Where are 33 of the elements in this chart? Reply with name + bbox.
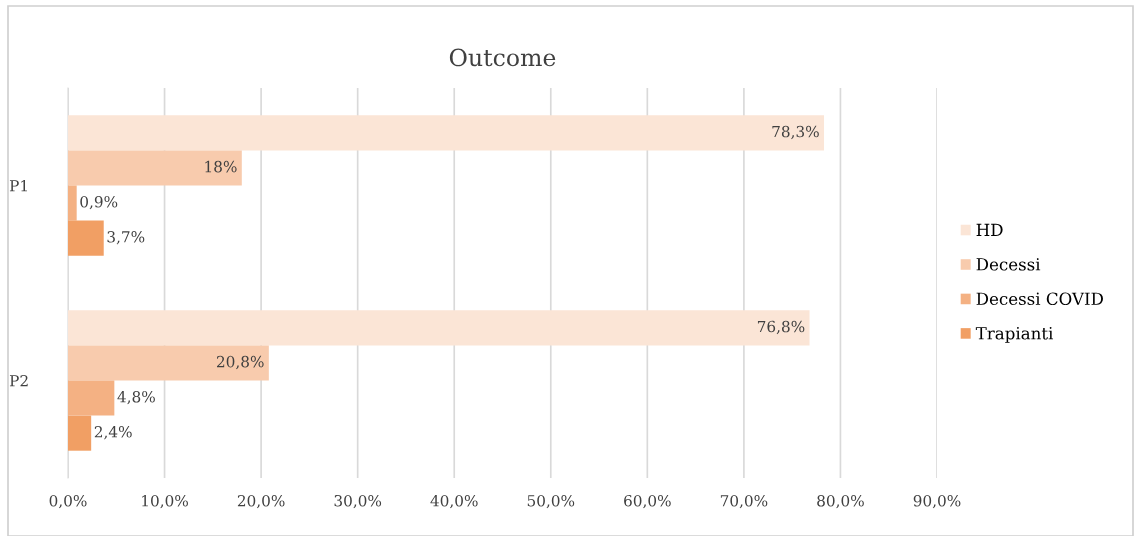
- data-label: 2,4%: [94, 426, 132, 440]
- data-label: 20,8%: [216, 355, 264, 370]
- bar: [68, 380, 115, 416]
- bar: [68, 310, 810, 346]
- data-label: 18%: [205, 160, 237, 173]
- data-label: 4,8%: [117, 390, 155, 405]
- bar: [68, 345, 269, 381]
- x-tick-label: 20,0%: [237, 494, 285, 509]
- x-tick-label: 60,0%: [624, 494, 671, 509]
- chart-title: Outcome: [449, 48, 556, 67]
- bar: [68, 150, 242, 186]
- x-tick-label: 50,0%: [527, 494, 575, 509]
- y-tick-label: P1: [9, 179, 27, 192]
- x-tick-label: 70,0%: [720, 494, 768, 509]
- x-tick-label: 80,0%: [817, 494, 864, 509]
- data-label: 3,7%: [107, 231, 145, 245]
- bar: [68, 220, 104, 256]
- x-tick-label: 10,0%: [142, 494, 188, 509]
- x-tick-label: 40,0%: [430, 494, 478, 509]
- legend-label: Decessi COVID: [976, 292, 1103, 306]
- data-label: 76,8%: [757, 320, 805, 335]
- bar: [68, 415, 92, 451]
- data-label: 0,9%: [80, 195, 118, 210]
- x-tick-label: 90,0%: [913, 494, 961, 509]
- data-label: 78,3%: [772, 125, 819, 140]
- legend-label: Decessi: [976, 258, 1041, 271]
- x-tick-label: 30,0%: [334, 494, 382, 509]
- bar: [68, 115, 825, 151]
- legend-label: Trapianti: [975, 327, 1054, 343]
- y-tick-label: P2: [9, 374, 28, 387]
- legend-label: HD: [976, 223, 1003, 236]
- bar: [68, 185, 77, 221]
- x-tick-label: 0,0%: [49, 494, 87, 509]
